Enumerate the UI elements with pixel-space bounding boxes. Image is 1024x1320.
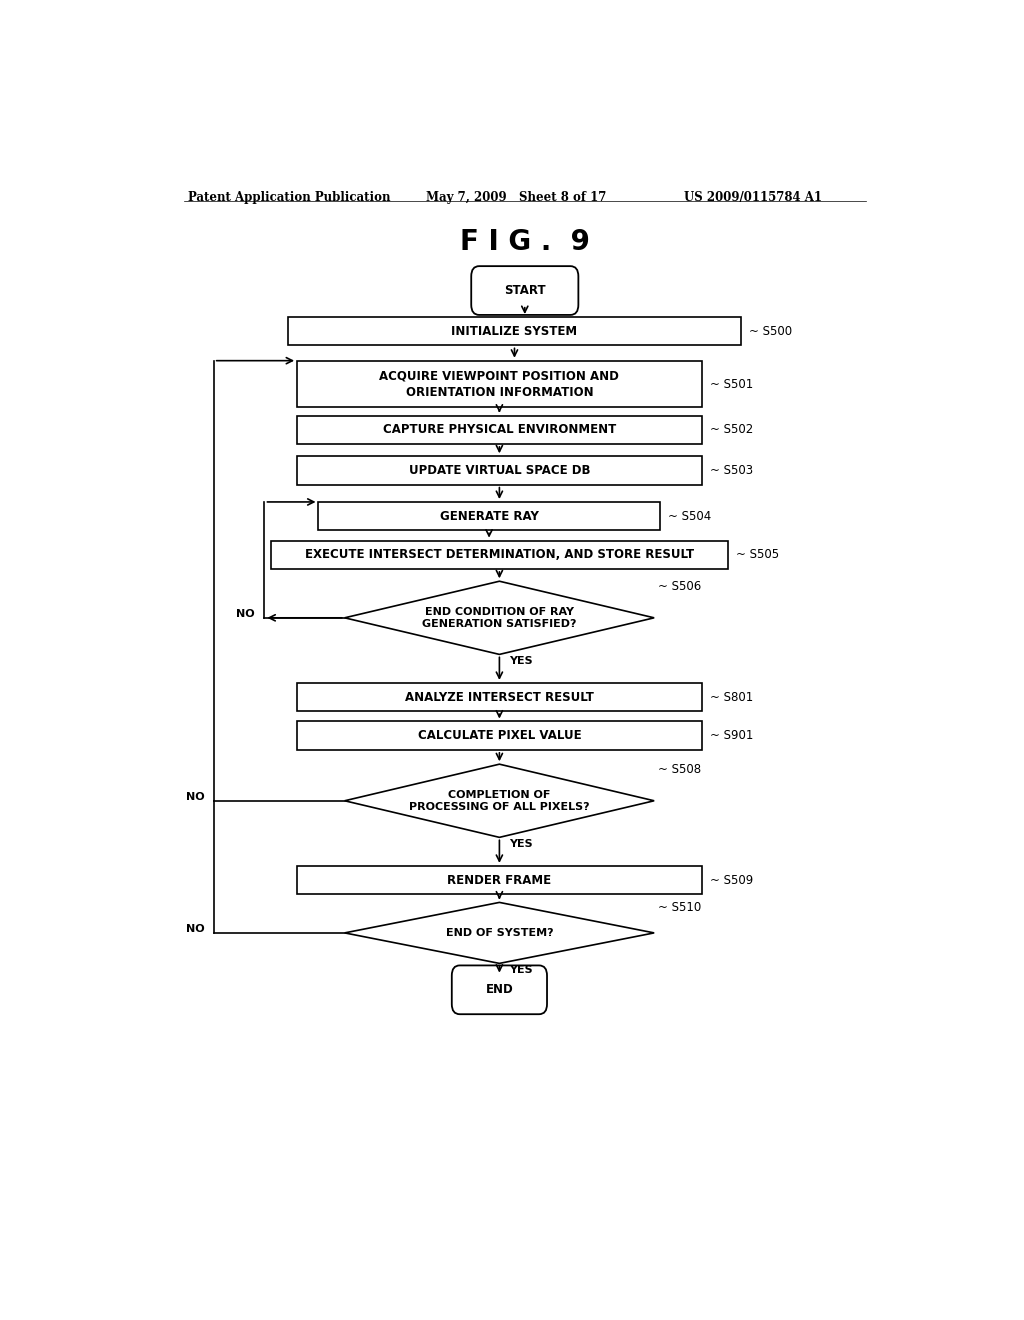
Bar: [297, 866, 701, 894]
Bar: [297, 457, 701, 484]
Text: EXECUTE INTERSECT DETERMINATION, AND STORE RESULT: EXECUTE INTERSECT DETERMINATION, AND STO…: [305, 548, 694, 561]
Text: GENERATE RAY: GENERATE RAY: [439, 510, 539, 523]
Text: F I G .  9: F I G . 9: [460, 227, 590, 256]
Text: END: END: [485, 983, 513, 997]
Text: ~ S505: ~ S505: [735, 548, 778, 561]
Text: ~ S509: ~ S509: [710, 874, 753, 887]
Bar: [289, 317, 740, 346]
Text: YES: YES: [509, 840, 532, 849]
Text: END CONDITION OF RAY
GENERATION SATISFIED?: END CONDITION OF RAY GENERATION SATISFIE…: [422, 607, 577, 630]
FancyBboxPatch shape: [471, 267, 579, 315]
Text: CAPTURE PHYSICAL ENVIRONMENT: CAPTURE PHYSICAL ENVIRONMENT: [383, 424, 616, 437]
Text: UPDATE VIRTUAL SPACE DB: UPDATE VIRTUAL SPACE DB: [409, 463, 590, 477]
Text: INITIALIZE SYSTEM: INITIALIZE SYSTEM: [452, 325, 578, 338]
Text: END OF SYSTEM?: END OF SYSTEM?: [445, 928, 553, 939]
Text: ~ S504: ~ S504: [668, 510, 711, 523]
Text: ANALYZE INTERSECT RESULT: ANALYZE INTERSECT RESULT: [404, 690, 594, 704]
Polygon shape: [345, 764, 654, 837]
Text: ~ S510: ~ S510: [658, 902, 701, 913]
Polygon shape: [345, 581, 654, 655]
Text: ~ S508: ~ S508: [658, 763, 701, 776]
Text: US 2009/0115784 A1: US 2009/0115784 A1: [684, 191, 821, 203]
Text: ~ S506: ~ S506: [658, 579, 701, 593]
Text: START: START: [504, 284, 546, 297]
Bar: [297, 360, 701, 408]
Bar: [297, 682, 701, 711]
Text: ~ S501: ~ S501: [710, 378, 753, 391]
Text: NO: NO: [185, 924, 204, 933]
Text: COMPLETION OF
PROCESSING OF ALL PIXELS?: COMPLETION OF PROCESSING OF ALL PIXELS?: [410, 789, 590, 812]
Text: ~ S801: ~ S801: [710, 690, 753, 704]
Bar: [271, 541, 728, 569]
Polygon shape: [345, 903, 654, 964]
Text: ~ S901: ~ S901: [710, 729, 753, 742]
Text: ~ S502: ~ S502: [710, 424, 753, 437]
Text: ACQUIRE VIEWPOINT POSITION AND
ORIENTATION INFORMATION: ACQUIRE VIEWPOINT POSITION AND ORIENTATI…: [380, 370, 620, 399]
FancyBboxPatch shape: [452, 965, 547, 1014]
Text: NO: NO: [185, 792, 204, 801]
Text: NO: NO: [237, 609, 255, 619]
Text: ~ S503: ~ S503: [710, 463, 753, 477]
Text: YES: YES: [509, 656, 532, 667]
Text: CALCULATE PIXEL VALUE: CALCULATE PIXEL VALUE: [418, 729, 582, 742]
Text: May 7, 2009   Sheet 8 of 17: May 7, 2009 Sheet 8 of 17: [426, 191, 606, 203]
Bar: [297, 416, 701, 444]
Bar: [318, 502, 659, 531]
Bar: [297, 722, 701, 750]
Text: RENDER FRAME: RENDER FRAME: [447, 874, 552, 887]
Text: YES: YES: [509, 965, 532, 975]
Text: Patent Application Publication: Patent Application Publication: [187, 191, 390, 203]
Text: ~ S500: ~ S500: [749, 325, 792, 338]
